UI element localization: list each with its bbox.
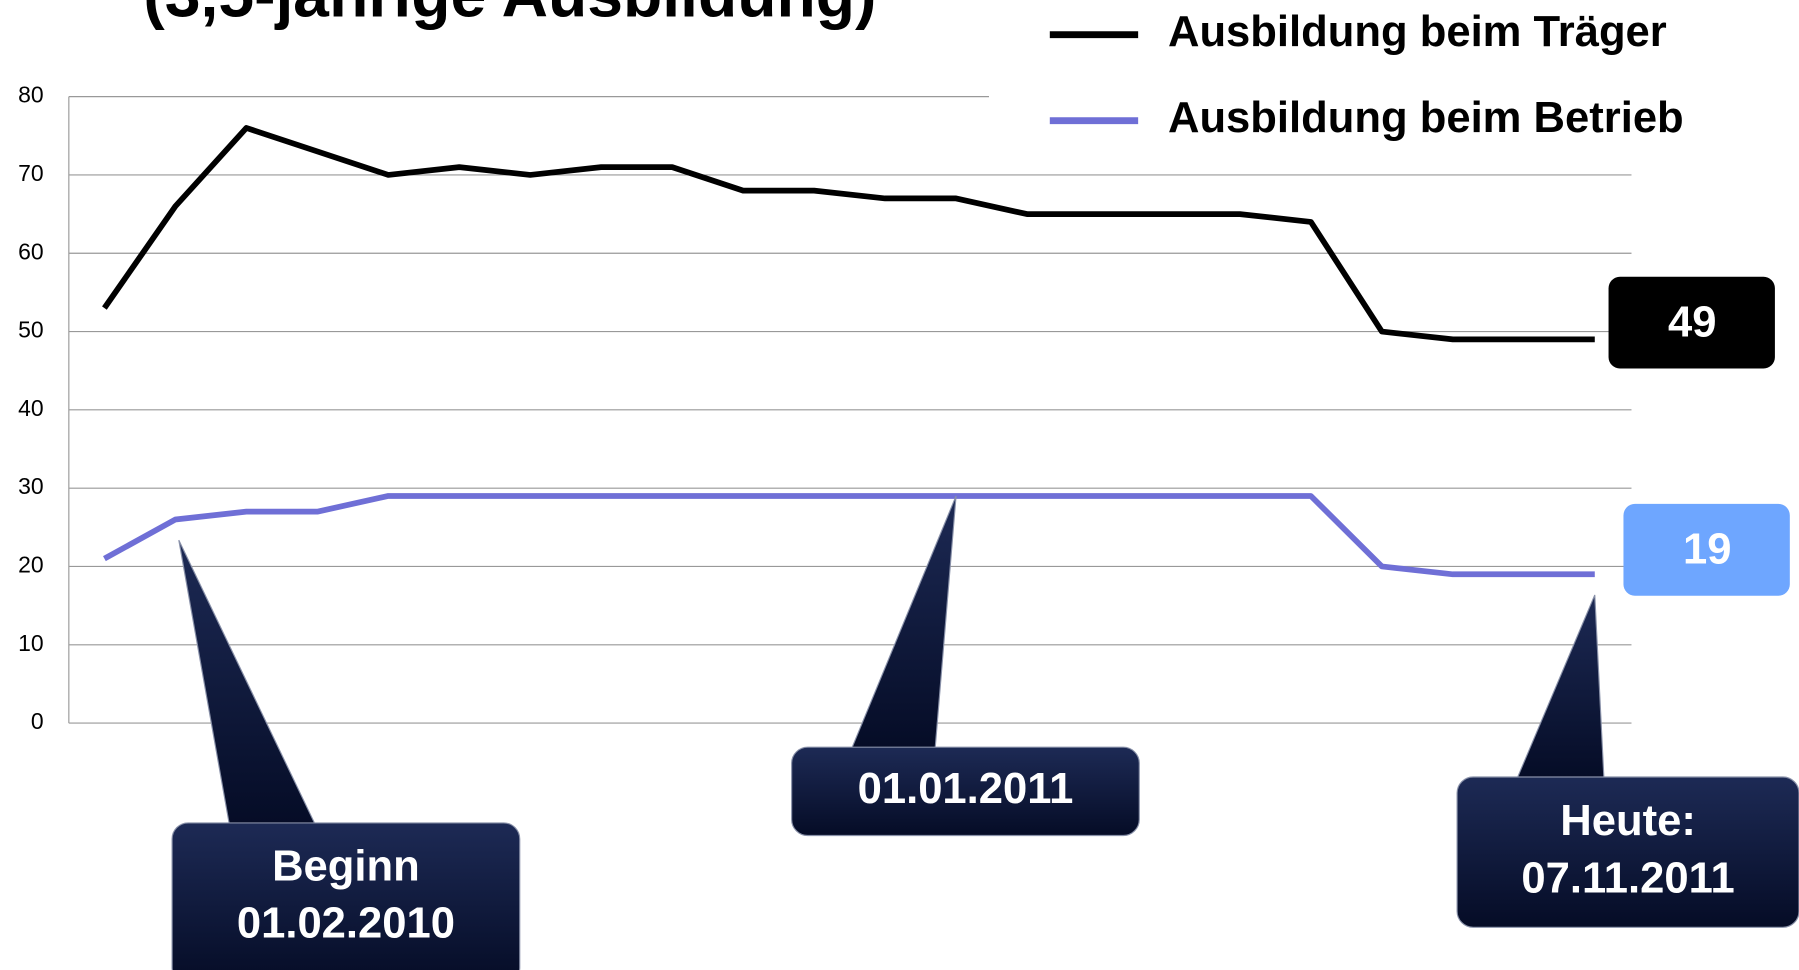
y-tick-label: 60 (18, 238, 44, 264)
legend-box (988, 0, 1799, 156)
legend-label: Ausbildung beim Betrieb (1168, 94, 1684, 142)
callout-text: Heute: (1560, 797, 1696, 845)
y-tick-label: 80 (18, 82, 44, 108)
callout-text: 01.02.2010 (237, 900, 455, 948)
callout-box (791, 746, 1140, 837)
end-label: 49 (1668, 298, 1716, 346)
callout-text: 01.01.2011 (858, 765, 1074, 813)
callout-pointer (850, 495, 957, 751)
chart-title: (3,5-jährige Ausbildung) (143, 0, 876, 30)
y-tick-label: 50 (18, 317, 44, 343)
callout-text: Beginn (272, 842, 420, 890)
y-tick-label: 20 (18, 552, 44, 578)
y-tick-label: 30 (18, 473, 44, 499)
callout-pointer (1515, 594, 1605, 780)
end-label-box (1623, 503, 1790, 596)
y-tick-label: 10 (18, 630, 44, 656)
callout-box (171, 822, 521, 970)
legend-label: Ausbildung beim Träger (1168, 8, 1667, 56)
callout-text: 07.11.2011 (1521, 854, 1734, 902)
series-line (103, 493, 1595, 578)
y-tick-label: 0 (31, 708, 44, 734)
callout-box (1456, 776, 1799, 928)
callout-pointer (178, 539, 317, 826)
series-line (102, 125, 1595, 343)
y-tick-label: 40 (18, 395, 44, 421)
end-label-box (1608, 276, 1775, 369)
y-tick-label: 70 (18, 160, 44, 186)
end-label: 19 (1683, 526, 1731, 574)
